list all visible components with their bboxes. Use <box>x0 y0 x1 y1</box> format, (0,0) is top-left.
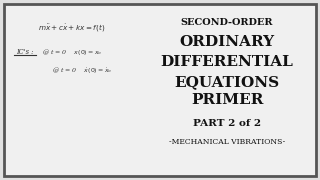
Text: PART 2 of 2: PART 2 of 2 <box>193 118 261 127</box>
Text: -MECHANICAL VIBRATIONS-: -MECHANICAL VIBRATIONS- <box>169 138 285 146</box>
Text: EQUATIONS: EQUATIONS <box>174 75 280 89</box>
Text: IC's :: IC's : <box>16 48 33 56</box>
Text: PRIMER: PRIMER <box>191 93 263 107</box>
Text: DIFFERENTIAL: DIFFERENTIAL <box>161 55 293 69</box>
Text: @ t = 0    $\dot{x}(0) = \dot{x}_o$: @ t = 0 $\dot{x}(0) = \dot{x}_o$ <box>52 65 112 75</box>
FancyBboxPatch shape <box>4 4 316 176</box>
Text: SECOND-ORDER: SECOND-ORDER <box>181 17 273 26</box>
Text: @ t = 0    $x(0) = x_o$: @ t = 0 $x(0) = x_o$ <box>42 47 102 57</box>
Text: $m\ddot{x} + c\dot{x} + kx = f(t)$: $m\ddot{x} + c\dot{x} + kx = f(t)$ <box>38 22 106 34</box>
Text: ORDINARY: ORDINARY <box>180 35 275 49</box>
